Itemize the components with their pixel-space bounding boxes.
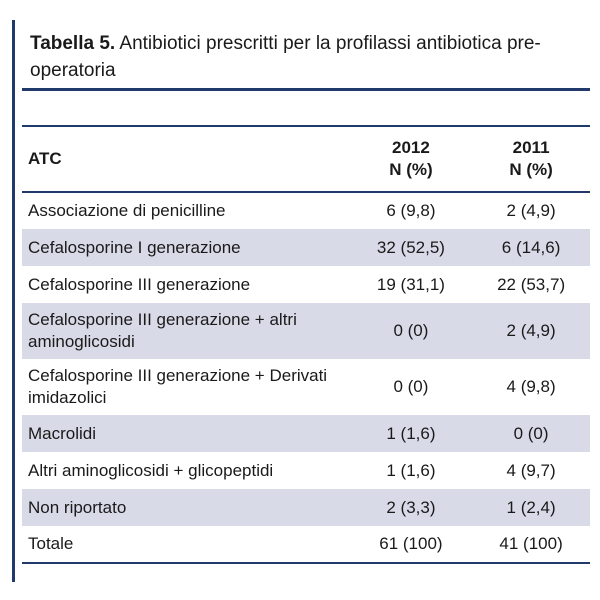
header-2011-year: 2011 — [512, 138, 550, 157]
left-border-rule — [12, 20, 15, 582]
cell-atc: Cefalosporine III generazione + Derivati… — [28, 366, 328, 407]
cell-2011: 0 (0) — [513, 423, 549, 443]
cell-2011: 4 (9,8) — [506, 377, 556, 396]
cell-2011: 22 (53,7) — [497, 274, 566, 294]
table-row: Macrolidi 1 (1,6) 0 (0) — [22, 415, 590, 452]
cell-2012: 0 (0) — [393, 321, 429, 340]
caption-divider — [22, 88, 590, 91]
cell-2012: 32 (52,5) — [376, 237, 445, 257]
cell-atc: Associazione di penicilline — [28, 201, 226, 220]
table-row: Cefalosporine III generazione + altri am… — [22, 303, 590, 359]
cell-atc: Cefalosporine I generazione — [28, 237, 241, 257]
header-2011: 2011 N (%) — [472, 126, 590, 192]
cell-2011: 2 (4,9) — [506, 201, 556, 220]
cell-2012: 1 (1,6) — [386, 460, 436, 480]
table-row: Cefalosporine III generazione + Derivati… — [22, 359, 590, 415]
cell-2011: 41 (100) — [499, 534, 563, 553]
header-2012: 2012 N (%) — [350, 126, 472, 192]
table-row: Totale 61 (100) 41 (100) — [22, 526, 590, 563]
cell-2012: 2 (3,3) — [386, 497, 436, 517]
cell-atc: Macrolidi — [28, 423, 97, 443]
cell-atc: Non riportato — [28, 497, 127, 517]
cell-2011: 2 (4,9) — [506, 321, 556, 340]
table-row: Non riportato 2 (3,3) 1 (2,4) — [22, 489, 590, 526]
caption-text: Antibiotici prescritti per la profilassi… — [30, 33, 541, 81]
cell-2012: 61 (100) — [379, 534, 443, 553]
header-2012-year: 2012 — [392, 138, 430, 157]
header-2011-unit: N (%) — [509, 160, 553, 179]
cell-2012: 0 (0) — [393, 377, 429, 396]
cell-atc: Cefalosporine III generazione — [28, 274, 251, 294]
cell-2012: 6 (9,8) — [386, 201, 436, 220]
table-header-row: ATC 2012 N (%) 2011 N (%) — [22, 126, 590, 192]
cell-atc: Cefalosporine III generazione + altri am… — [28, 310, 297, 351]
cell-2011: 1 (2,4) — [506, 497, 556, 517]
cell-atc: Totale — [28, 534, 74, 553]
table-row: Altri aminoglicosidi + glicopeptidi 1 (1,… — [22, 452, 590, 489]
header-atc: ATC — [28, 149, 62, 168]
caption-label: Tabella 5. — [30, 33, 116, 54]
cell-2011: 4 (9,7) — [506, 460, 556, 480]
cell-2012: 1 (1,6) — [386, 423, 436, 443]
header-2012-unit: N (%) — [389, 160, 433, 179]
table-row: Cefalosporine I generazione 32 (52,5) 6 (1… — [22, 229, 590, 266]
cell-2011: 6 (14,6) — [501, 237, 561, 257]
table-row: Associazione di penicilline 6 (9,8) 2 (4,9… — [22, 192, 590, 229]
cell-atc: Altri aminoglicosidi + glicopeptidi — [28, 460, 274, 480]
antibiotics-table: ATC 2012 N (%) 2011 N (%) Associazione di … — [22, 125, 590, 564]
cell-2012: 19 (31,1) — [376, 274, 445, 294]
table-caption: Tabella 5. Antibiotici prescritti per la… — [30, 30, 585, 84]
table-row: Cefalosporine III generazione 19 (31,1) 22… — [22, 266, 590, 303]
